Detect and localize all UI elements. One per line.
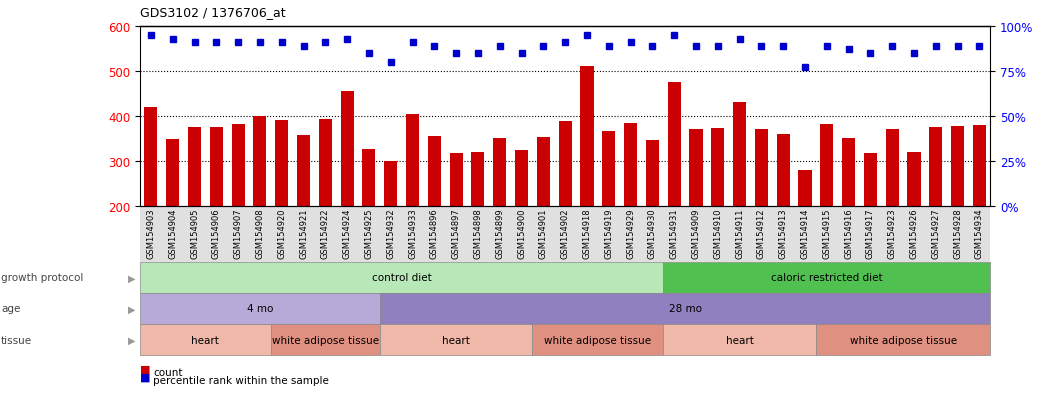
Text: ▶: ▶ (128, 304, 136, 314)
Text: growth protocol: growth protocol (1, 273, 83, 283)
Text: white adipose tissue: white adipose tissue (849, 335, 957, 345)
Bar (275, 121, 288, 206)
Bar (668, 83, 680, 206)
Bar (494, 139, 506, 206)
Bar (624, 123, 637, 206)
Bar (515, 150, 528, 206)
Text: count: count (153, 367, 183, 377)
Bar (820, 125, 834, 206)
Bar (362, 150, 375, 206)
Text: ■: ■ (140, 364, 150, 374)
Bar (842, 138, 856, 206)
Bar (798, 171, 812, 206)
Text: heart: heart (726, 335, 754, 345)
Text: tissue: tissue (1, 335, 32, 345)
Bar (951, 126, 964, 206)
Bar (428, 137, 441, 206)
Text: ■: ■ (140, 372, 150, 382)
Text: caloric restricted diet: caloric restricted diet (770, 273, 882, 283)
Text: 4 mo: 4 mo (247, 304, 273, 314)
Text: ▶: ▶ (128, 273, 136, 283)
Bar (407, 114, 419, 206)
Bar (690, 130, 702, 206)
Bar (472, 152, 484, 206)
Bar (166, 140, 179, 206)
Bar (384, 162, 397, 206)
Text: GDS3102 / 1376706_at: GDS3102 / 1376706_at (140, 6, 285, 19)
Bar (711, 129, 724, 206)
Bar (886, 130, 899, 206)
Text: white adipose tissue: white adipose tissue (272, 335, 379, 345)
Bar (144, 108, 158, 206)
Text: ▶: ▶ (128, 335, 136, 345)
Text: heart: heart (192, 335, 220, 345)
Bar (450, 154, 463, 206)
Bar (188, 128, 201, 206)
Text: percentile rank within the sample: percentile rank within the sample (153, 375, 330, 385)
Text: age: age (1, 304, 21, 314)
Bar (929, 128, 943, 206)
Text: control diet: control diet (371, 273, 431, 283)
Bar (602, 131, 615, 206)
Bar (733, 103, 747, 206)
Text: white adipose tissue: white adipose tissue (544, 335, 651, 345)
Text: 28 mo: 28 mo (669, 304, 702, 314)
Bar (340, 92, 354, 206)
Bar (907, 153, 921, 206)
Bar (864, 154, 877, 206)
Bar (581, 67, 593, 206)
Bar (755, 130, 768, 206)
Text: heart: heart (442, 335, 470, 345)
Bar (297, 136, 310, 206)
Bar (973, 126, 986, 206)
Bar (777, 135, 790, 206)
Bar (209, 128, 223, 206)
Bar (646, 140, 658, 206)
Bar (537, 138, 550, 206)
Bar (253, 116, 267, 206)
Bar (559, 122, 571, 206)
Bar (231, 125, 245, 206)
Bar (318, 120, 332, 206)
